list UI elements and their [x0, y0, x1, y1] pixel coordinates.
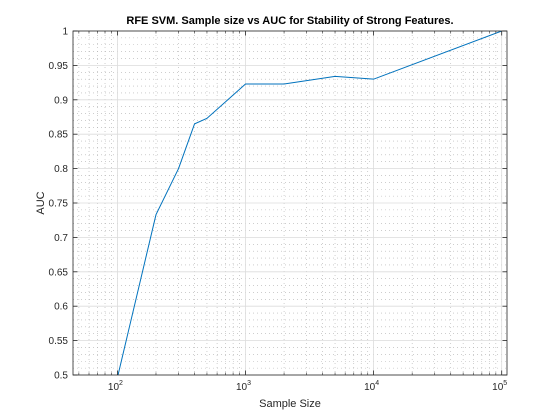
y-tick-label: 0.7	[54, 233, 68, 244]
x-tick-base: 10	[492, 382, 504, 393]
series-line	[117, 31, 502, 375]
x-axis-label: Sample Size	[259, 398, 321, 410]
x-tick-base: 10	[364, 382, 376, 393]
y-tick-label: 0.75	[49, 199, 69, 210]
y-tick-label: 0.65	[49, 267, 69, 278]
x-tick-base: 10	[108, 382, 120, 393]
y-tick-label: 0.95	[49, 61, 69, 72]
y-tick-label: 0.5	[54, 371, 68, 382]
data-series	[117, 31, 502, 375]
tick-marks	[73, 30, 507, 376]
x-tick-base: 10	[236, 382, 248, 393]
y-tick-label: 0.85	[49, 130, 69, 141]
x-tick-label: 105	[492, 380, 507, 393]
y-tick-label: 0.9	[54, 95, 68, 106]
y-tick-labels: 0.5 0.55 0.6 0.65 0.7 0.75 0.8 0.85 0.9 0.95 1	[49, 27, 69, 382]
x-tick-label: 104	[364, 380, 379, 393]
x-tick-exponent: 4	[375, 380, 379, 387]
x-tick-exponent: 2	[119, 380, 123, 387]
chart-title: RFE SVM. Sample size vs AUC for Stabilit…	[126, 15, 453, 27]
major-grid	[73, 30, 507, 376]
y-tick-label: 1	[62, 27, 68, 38]
x-tick-exponent: 3	[247, 380, 251, 387]
x-tick-labels: 102 103 104 105	[108, 380, 507, 393]
x-tick-label: 103	[236, 380, 251, 393]
y-tick-label: 0.6	[54, 302, 68, 313]
y-axis-label: AUC	[35, 191, 47, 214]
y-tick-label: 0.55	[49, 336, 69, 347]
x-tick-label: 102	[108, 380, 123, 393]
x-tick-exponent: 5	[503, 380, 507, 387]
y-tick-label: 0.8	[54, 164, 68, 175]
